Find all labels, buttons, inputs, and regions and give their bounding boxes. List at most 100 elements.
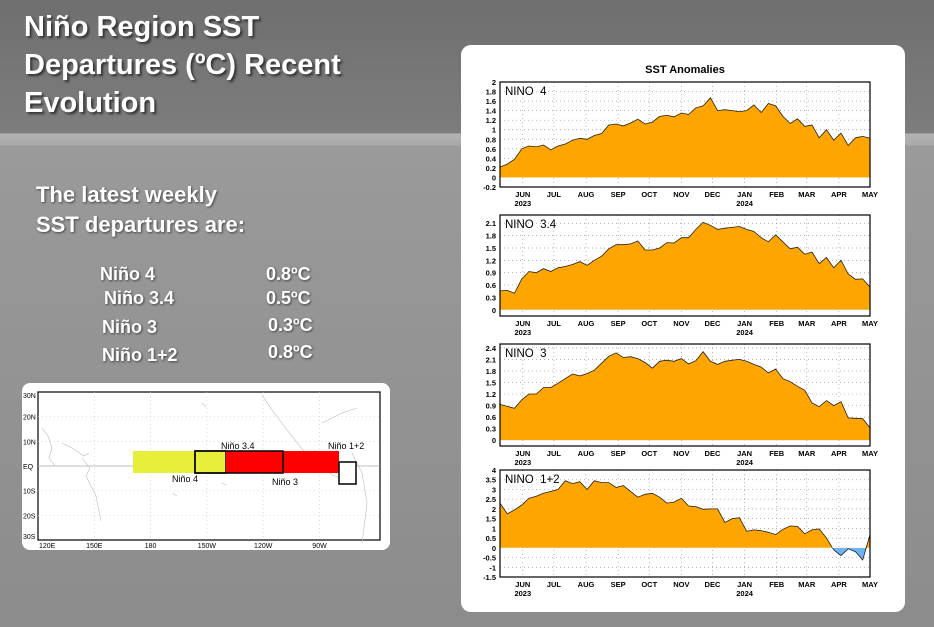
month-tick-label: OCT (641, 580, 657, 589)
month-tick-label: JUL (547, 190, 562, 199)
y-tick-label: 2 (492, 505, 496, 514)
y-tick-label: 0.9 (486, 402, 496, 411)
month-tick-label: OCT (641, 319, 657, 328)
month-tick-label: OCT (641, 449, 657, 458)
lon-label: 180 (145, 543, 157, 550)
y-tick-label: 2.5 (486, 495, 496, 504)
month-tick-label: AUG (578, 319, 595, 328)
y-tick-label: 1.2 (486, 390, 496, 399)
month-tick-label: FEB (769, 580, 785, 589)
y-tick-label: 0.6 (486, 413, 496, 422)
y-tick-label: 1 (492, 524, 496, 533)
series-label: NINO 3 (505, 348, 547, 360)
month-tick-label: MAY (862, 580, 878, 589)
sst-anomalies-panel: SST Anomalies -0.2 0 0.2 0.4 0.6 0.8 1 1.2 1.4 1.… (461, 45, 905, 612)
y-tick-label: 0.4 (486, 154, 497, 163)
plot-frame (499, 81, 871, 188)
year-label: 2024 (736, 199, 754, 208)
region-value: 0.8ºC (268, 342, 313, 362)
title-line: Niño Region SST (24, 11, 260, 43)
lon-label: 120W (254, 543, 273, 550)
subtitle: The latest weekly SST departures are: (36, 180, 245, 240)
y-tick-label: 3.5 (486, 476, 496, 485)
y-tick-label: 2.4 (486, 344, 497, 353)
title-line: Evolution (24, 87, 157, 119)
lat-label: 20S (23, 513, 36, 520)
region-value: 0.3ºC (268, 315, 313, 335)
y-tick-label: 2.1 (486, 219, 496, 228)
series-label: NINO 4 (505, 86, 547, 98)
y-tick-label: 0.6 (486, 145, 496, 154)
month-tick-label: FEB (769, 319, 785, 328)
chart-nino-3: 0 0.3 0.6 0.9 1.2 1.5 1.8 2.1 2.4 JUN JUL AUG SEP OCT… (486, 343, 878, 467)
region-value: 0.8ºC (266, 264, 311, 284)
region-label: Niño 3.4 (104, 288, 175, 308)
chart-nino-3-4: 0 0.3 0.6 0.9 1.2 1.5 1.8 2.1 JUN JUL AUG SEP OCT NOV… (486, 214, 878, 337)
lon-label: 150E (86, 543, 103, 550)
chart-nino-1-2: -1.5-1-0.500.511.522.533.54 JUN JUL AUG SEP O… (483, 466, 878, 598)
month-tick-label: SEP (611, 449, 626, 458)
y-tick-label: 1.5 (486, 378, 496, 387)
y-tick-label: 3 (492, 485, 496, 494)
positive-anomaly-area (500, 480, 870, 548)
region-label: Niño 4 (100, 264, 156, 284)
region-label: Niño 1+2 (102, 345, 178, 365)
lat-label: 10S (23, 489, 36, 496)
month-tick-label: MAR (798, 580, 816, 589)
anomaly-line (499, 351, 871, 429)
year-label: 2024 (736, 458, 754, 467)
year-label: 2023 (514, 199, 531, 208)
month-tick-label: AUG (578, 190, 595, 199)
plot-frame (499, 343, 871, 447)
month-tick-label: DEC (705, 449, 721, 458)
nino12-label: Niño 1+2 (328, 441, 364, 451)
month-tick-label: FEB (769, 449, 785, 458)
month-tick-label: JUL (547, 319, 562, 328)
y-tick-label: 0 (492, 544, 496, 553)
y-tick-label: 0.6 (486, 281, 496, 290)
subtitle-line: The latest weekly (36, 182, 217, 207)
plot-frame (499, 469, 871, 578)
year-label: 2023 (514, 589, 531, 598)
month-tick-label: OCT (641, 190, 657, 199)
y-tick-label: -1 (489, 563, 496, 572)
region-value: 0.5ºC (266, 288, 311, 308)
lat-label: EQ (23, 464, 34, 471)
nino34-label: Niño 3.4 (221, 441, 255, 451)
y-tick-label: 1.5 (486, 244, 496, 253)
y-tick-label: -1.5 (483, 573, 496, 582)
month-tick-label: APR (831, 319, 847, 328)
anomaly-line (499, 221, 871, 294)
lat-label: 30S (23, 534, 36, 541)
month-tick-label: APR (831, 190, 847, 199)
month-tick-label: NOV (673, 449, 689, 458)
coastlines (41, 394, 368, 544)
y-tick-label: -0.2 (483, 183, 496, 192)
y-tick-label: 1.5 (486, 515, 496, 524)
region-label: Niño 3 (102, 317, 158, 337)
lat-label: 20N (23, 415, 36, 422)
month-tick-label: APR (831, 580, 847, 589)
y-tick-label: 2.1 (486, 355, 496, 364)
negative-anomaly-area (832, 547, 867, 560)
y-tick-label: 2 (492, 78, 496, 87)
series-label: NINO 1+2 (505, 474, 560, 486)
anomaly-line (499, 480, 871, 561)
sst-anomalies-chart: SST Anomalies -0.200.20.40.60.811.21.41.… (483, 64, 878, 598)
month-tick-label: JAN (737, 190, 752, 199)
y-tick-label: 0 (492, 306, 496, 315)
month-tick-label: MAR (798, 449, 816, 458)
y-tick-label: 0 (492, 436, 496, 445)
month-tick-label: DEC (705, 319, 721, 328)
month-tick-label: JUN (515, 449, 530, 458)
plot-frame (499, 214, 871, 317)
slide-title: Niño Region SST Departures (ºC) Recent E… (24, 8, 341, 122)
y-tick-label: 0.9 (486, 269, 496, 278)
series-label: NINO 3.4 (505, 219, 557, 231)
month-tick-label: DEC (705, 190, 721, 199)
title-line: Departures (ºC) Recent (24, 49, 341, 81)
lon-label: 120E (39, 543, 56, 550)
lon-label: 150W (198, 543, 217, 550)
month-tick-label: MAR (798, 319, 816, 328)
y-tick-label: -0.5 (483, 554, 496, 563)
